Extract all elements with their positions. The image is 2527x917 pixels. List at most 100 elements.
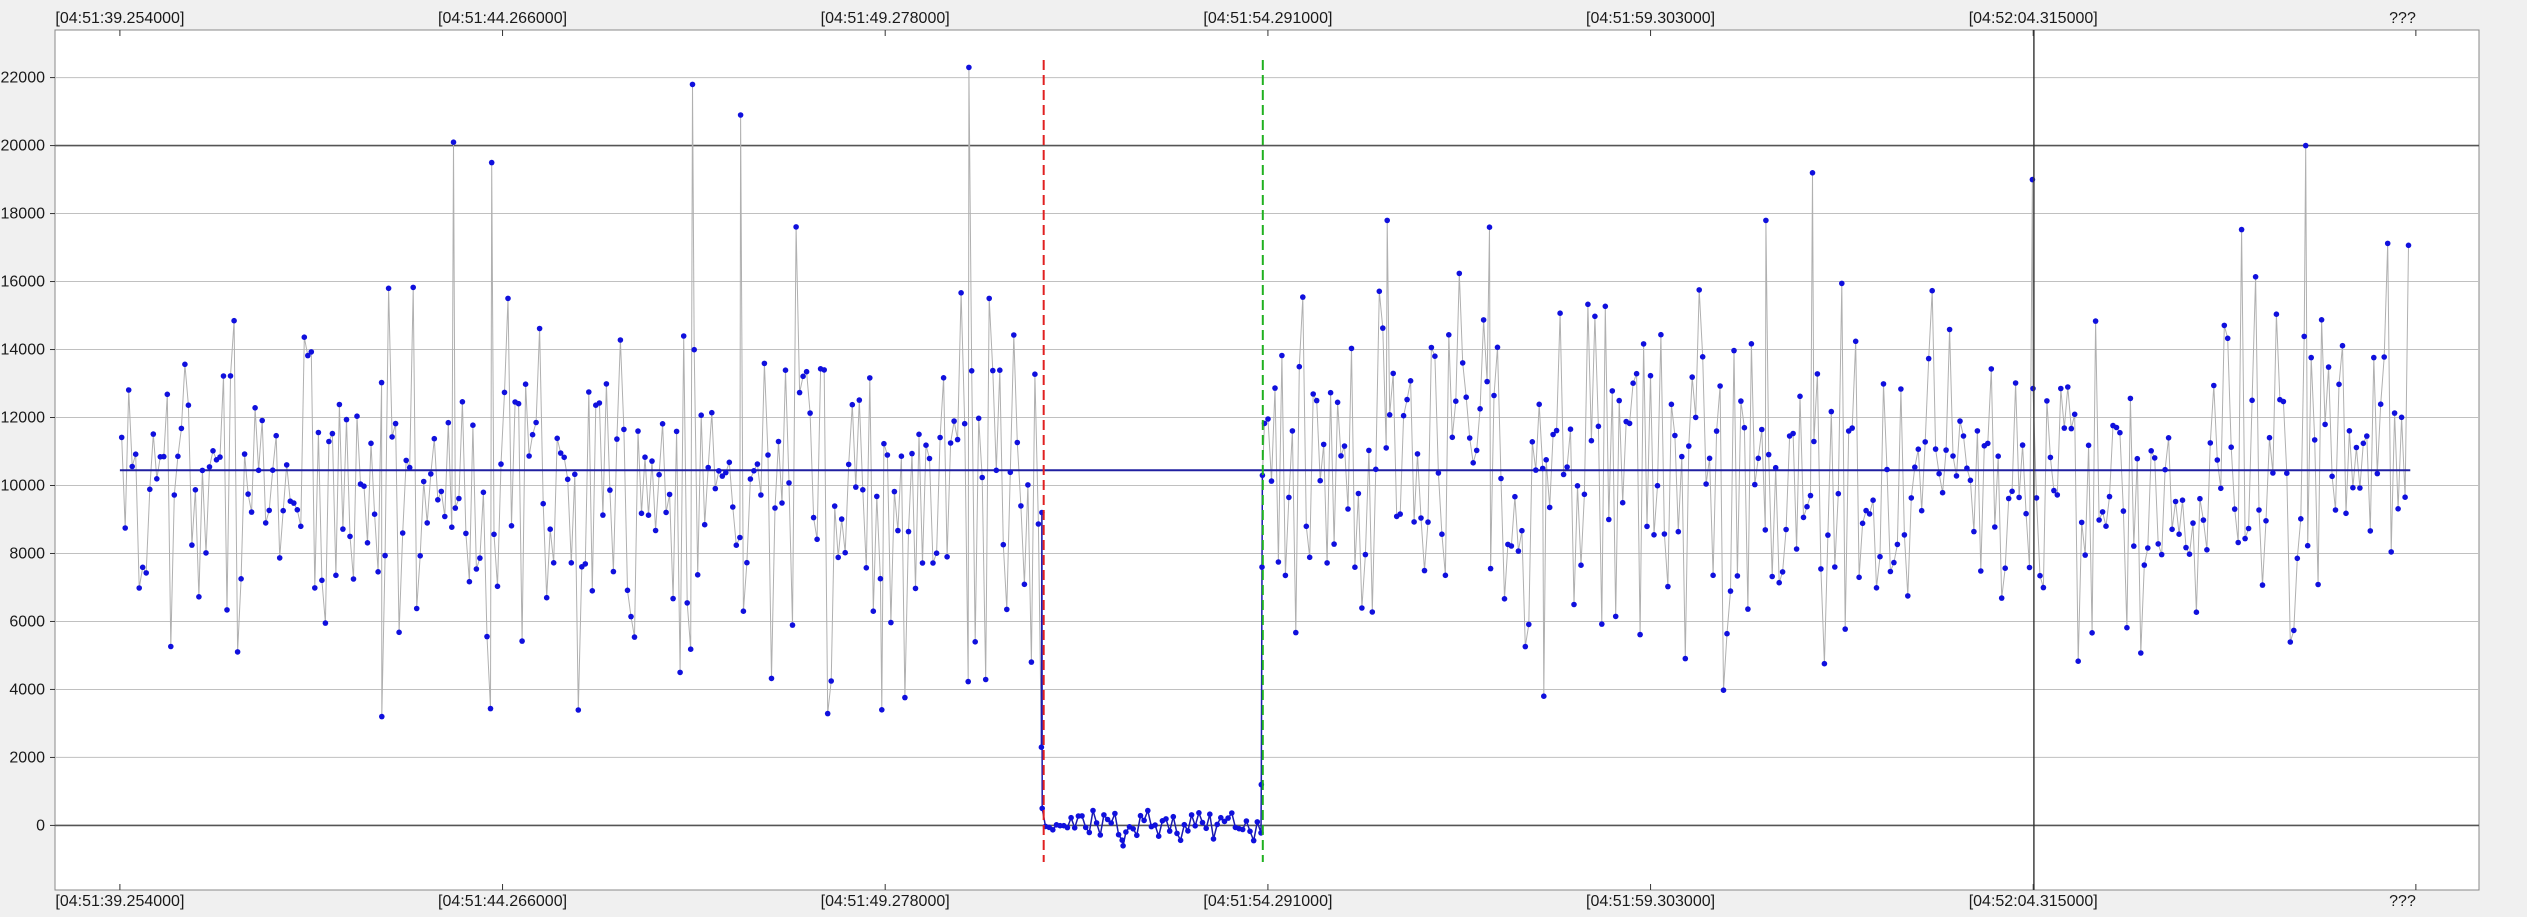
data-point <box>1675 528 1682 535</box>
data-point <box>1355 490 1362 497</box>
data-point <box>1101 812 1107 818</box>
data-point <box>1247 828 1253 835</box>
data-point <box>1839 280 1845 287</box>
data-point <box>1411 519 1417 525</box>
data-point <box>947 440 954 446</box>
data-point <box>638 510 645 517</box>
data-point <box>220 373 227 379</box>
data-point <box>136 585 142 591</box>
data-point <box>1592 313 1598 320</box>
data-point <box>607 487 613 493</box>
data-point <box>1616 397 1622 404</box>
data-point <box>1039 805 1045 812</box>
data-point <box>1425 519 1431 525</box>
data-point <box>540 500 546 507</box>
data-point <box>888 619 894 626</box>
data-point <box>761 360 768 367</box>
data-point <box>1536 401 1542 408</box>
data-point <box>2158 551 2165 558</box>
data-point <box>2245 525 2252 532</box>
data-point <box>301 334 308 341</box>
data-point <box>438 488 445 495</box>
data-point <box>276 555 283 561</box>
data-point <box>603 381 610 387</box>
data-point <box>1978 568 1984 574</box>
data-point <box>1108 820 1114 826</box>
data-point <box>575 707 582 713</box>
data-point <box>1814 371 1821 377</box>
data-point <box>245 491 251 497</box>
data-point <box>673 428 680 435</box>
data-point <box>2298 516 2304 522</box>
data-point <box>2151 455 2158 461</box>
data-point <box>168 643 174 650</box>
data-point <box>231 317 237 324</box>
data-point <box>2332 507 2339 513</box>
data-point <box>2302 142 2309 149</box>
data-point <box>582 561 589 567</box>
data-point <box>1207 811 1213 817</box>
y-tick-label: 16000 <box>1 274 46 291</box>
data-point <box>870 608 877 614</box>
data-point <box>241 451 248 457</box>
data-point <box>1120 843 1126 849</box>
data-point <box>2051 487 2057 494</box>
data-point <box>642 454 648 461</box>
data-point <box>1341 443 1348 449</box>
data-point <box>1177 837 1184 844</box>
data-point <box>175 453 181 460</box>
data-point <box>2047 454 2054 461</box>
data-point <box>733 542 740 548</box>
data-point <box>389 434 395 440</box>
data-point <box>845 461 852 468</box>
y-tick-label: 8000 <box>9 545 45 562</box>
data-point <box>670 595 676 602</box>
data-point <box>547 526 553 532</box>
data-point <box>477 555 483 561</box>
x-tick-label-top: ??? <box>2389 10 2416 27</box>
data-point <box>2231 506 2238 512</box>
data-point <box>361 483 367 490</box>
data-point <box>1373 466 1379 473</box>
data-point <box>954 436 961 443</box>
data-point <box>2263 518 2269 524</box>
data-point <box>2357 485 2363 491</box>
data-point <box>354 413 360 420</box>
data-point <box>716 468 722 474</box>
data-point <box>2287 639 2294 645</box>
data-point <box>550 560 557 566</box>
data-point <box>891 488 898 495</box>
data-point <box>1581 491 1588 498</box>
data-point <box>2002 565 2008 571</box>
data-point <box>1772 464 1779 471</box>
data-point <box>2026 564 2033 571</box>
data-point <box>1480 317 1487 323</box>
data-point <box>730 504 736 510</box>
data-point <box>863 565 870 571</box>
data-point <box>2033 495 2040 501</box>
data-point <box>937 434 943 441</box>
data-point <box>2113 424 2120 431</box>
data-point <box>1946 326 1953 333</box>
data-point <box>1630 380 1636 387</box>
data-point <box>2218 485 2224 492</box>
marker-lines <box>1042 30 2035 890</box>
data-point <box>1748 341 1755 347</box>
data-point <box>1988 366 1995 372</box>
data-point <box>413 605 420 612</box>
data-point <box>1071 825 1078 831</box>
data-point <box>1807 492 1814 499</box>
data-point <box>1964 465 1970 472</box>
data-point <box>1064 824 1071 831</box>
data-point <box>684 600 690 606</box>
data-point <box>2211 382 2217 389</box>
data-point <box>519 638 525 644</box>
data-point <box>392 420 399 427</box>
data-point <box>1383 445 1389 451</box>
data-point <box>1369 609 1376 615</box>
data-point <box>1021 581 1028 588</box>
data-point <box>2127 395 2134 402</box>
data-point <box>1317 477 1323 484</box>
data-point <box>2266 434 2273 441</box>
data-point <box>898 453 905 460</box>
